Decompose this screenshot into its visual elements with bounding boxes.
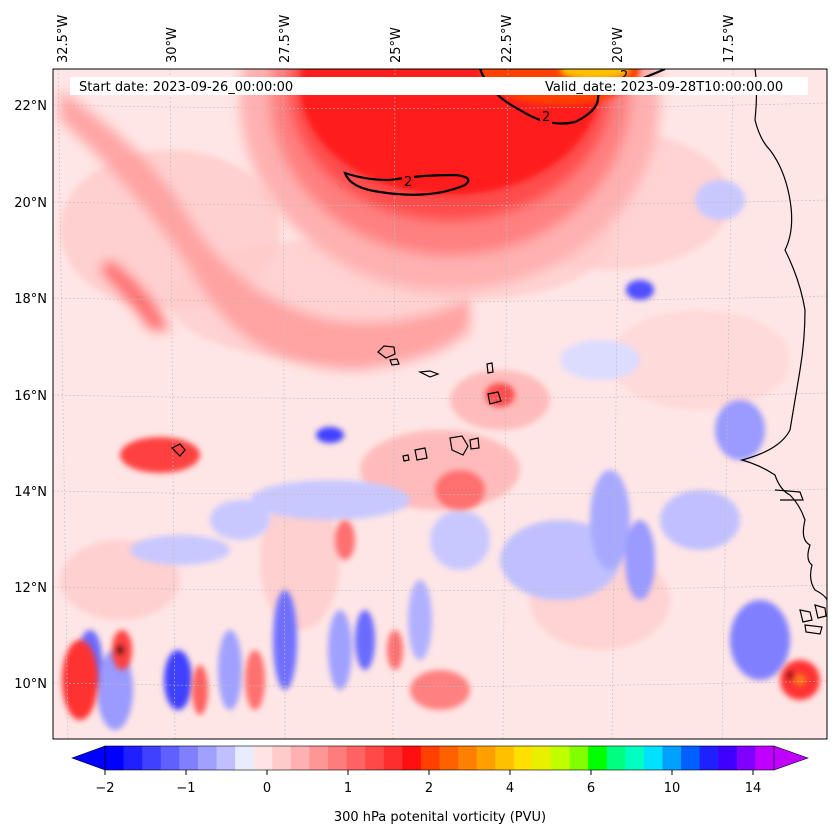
lon-label: 25°W (389, 27, 404, 63)
cape-verde-boa-vista (487, 391, 502, 405)
start-date-label: Start date: 2023-09-26_00:00:00 (79, 80, 293, 95)
cape-verde-sao-vicente (389, 358, 400, 366)
lat-label: 14°N (14, 485, 47, 500)
lat-label: 16°N (14, 389, 47, 404)
lat-label: 20°N (14, 196, 47, 211)
colorbar-cell (755, 746, 775, 770)
colorbar-min-extend (71, 745, 106, 771)
cape-verde-sao-nicolau (417, 370, 440, 378)
pv-band (60, 90, 470, 370)
colorbar-cell (551, 746, 571, 770)
colorbar-cell (532, 746, 552, 770)
colorbar-cell (105, 746, 125, 770)
info-banner (70, 77, 808, 95)
cape-verde-brava (402, 454, 410, 462)
colorbar-cell (197, 746, 217, 770)
colorbar-cell (643, 746, 663, 770)
colorbar: −2 −1 0 1 2 4 6 10 14 300 hPa potenital vorticit… (71, 745, 809, 825)
colorbar-cell (420, 746, 440, 770)
colorbar-cell (142, 746, 162, 770)
contour-label: 2 (404, 175, 412, 190)
africa-coast (739, 69, 827, 601)
colorbar-tick-label: 0 (263, 781, 271, 796)
colorbar-ticks: −2 −1 0 1 2 4 6 10 14 (95, 770, 761, 796)
colorbar-cell (235, 746, 255, 770)
colorbar-tick-label: 2 (425, 781, 433, 796)
colorbar-label: 300 hPa potenital vorticity (PVU) (334, 810, 546, 825)
colorbar-tick-label: −1 (176, 781, 195, 796)
colorbar-cell (736, 746, 756, 770)
colorbar-cell (569, 746, 589, 770)
colorbar-cell (588, 746, 608, 770)
colorbar-tick-label: 10 (664, 781, 681, 796)
colorbar-tick-label: 4 (506, 781, 514, 796)
coastal-island-left (170, 443, 186, 457)
colorbar-cell (681, 746, 701, 770)
cape-verde-maio (469, 437, 480, 450)
colorbar-cell (458, 746, 478, 770)
cape-verde-fogo (414, 447, 428, 461)
colorbar-cell (476, 746, 496, 770)
colorbar-cell (160, 746, 180, 770)
colorbar-max-extend (773, 745, 809, 771)
bijagos-coast (799, 604, 827, 635)
colorbar-cell (495, 746, 515, 770)
lon-label: 22.5°W (500, 15, 515, 63)
coastline (170, 69, 827, 635)
map-frame (52, 68, 828, 740)
latitude-axis: 22°N 20°N 18°N 16°N 14°N 12°N 10°N (14, 99, 47, 692)
colorbar-cell (216, 746, 236, 770)
colorbar-tick-label: 1 (344, 781, 352, 796)
colorbar-cell (625, 746, 645, 770)
gambia-river (774, 489, 804, 501)
colorbar-cells (105, 746, 775, 770)
positive-pv-spots (62, 383, 820, 720)
colorbar-tick-label: 14 (745, 781, 762, 796)
colorbar-tick-label: −2 (95, 781, 114, 796)
colorbar-cell (179, 746, 199, 770)
colorbar-cell (606, 746, 626, 770)
lon-label: 30°W (165, 27, 180, 63)
colorbar-cell (123, 746, 143, 770)
colorbar-cell (699, 746, 719, 770)
lon-label: 27.5°W (278, 15, 293, 63)
valid-date-label: Valid_date: 2023-09-28T10:00:00.00 (545, 80, 783, 95)
colorbar-cell (365, 746, 385, 770)
contour-2-south (343, 171, 470, 196)
longitude-axis: 32.5°W 30°W 27.5°W 25°W 22.5°W 20°W 17.5… (56, 15, 737, 63)
lat-label: 12°N (14, 581, 47, 596)
contour-label: 2 (620, 69, 628, 84)
colorbar-cell (253, 746, 273, 770)
cape-verde-santo-antao (377, 345, 396, 359)
colorbar-cell (718, 746, 738, 770)
map-area: 2 2 2 Start date: 2023-09-26_00:00:00 Va… (53, 69, 827, 739)
lon-label: 20°W (611, 27, 626, 63)
colorbar-cell (513, 746, 533, 770)
colorbar-cell (402, 746, 422, 770)
pv-maximum-north (240, 69, 660, 290)
contour-label: 2 (542, 110, 550, 125)
lat-label: 18°N (14, 292, 47, 307)
colorbar-cell (346, 746, 366, 770)
colorbar-cell (383, 746, 403, 770)
colorbar-cell (439, 746, 459, 770)
cape-verde-sal (486, 362, 494, 374)
lat-label: 22°N (14, 99, 47, 114)
colorbar-cell (272, 746, 292, 770)
colorbar-frame (104, 745, 775, 771)
lat-label: 10°N (14, 677, 47, 692)
negative-pv-patches (78, 180, 790, 730)
colorbar-cell (328, 746, 348, 770)
colorbar-cell (290, 746, 310, 770)
lon-label: 17.5°W (722, 15, 737, 63)
lon-label: 32.5°W (56, 15, 71, 63)
cape-verde-santiago (449, 435, 469, 456)
contour-label-group: 2 2 2 (402, 69, 628, 190)
colorbar-tick-label: 6 (587, 781, 595, 796)
colorbar-cell (309, 746, 329, 770)
colorbar-cell (662, 746, 682, 770)
